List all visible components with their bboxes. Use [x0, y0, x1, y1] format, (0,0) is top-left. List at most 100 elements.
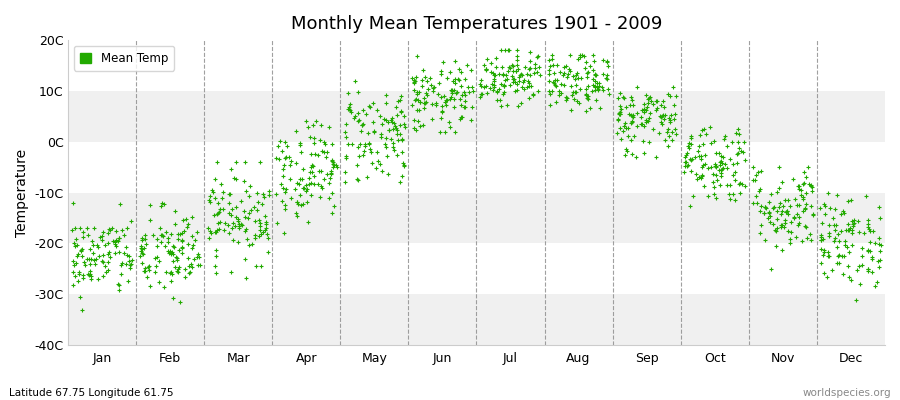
Point: [770, 216, 785, 222]
Point: [369, 165, 383, 172]
Point: [306, 122, 320, 128]
Point: [454, 114, 468, 120]
Point: [419, 92, 434, 98]
Point: [610, 116, 625, 123]
Point: [626, 102, 641, 108]
Point: [795, 238, 809, 244]
Point: [720, 164, 734, 171]
Point: [821, 252, 835, 259]
Point: [706, 138, 721, 144]
Point: [163, 270, 177, 276]
Point: [426, 84, 440, 91]
Point: [138, 236, 152, 242]
Point: [459, 61, 473, 68]
Point: [796, 181, 810, 188]
Point: [828, 235, 842, 242]
Point: [350, 162, 365, 168]
Point: [371, 158, 385, 164]
Bar: [68, 294, 885, 345]
Point: [480, 90, 494, 96]
Point: [684, 141, 698, 147]
Point: [497, 82, 511, 88]
Point: [161, 239, 176, 245]
Point: [241, 242, 256, 249]
Point: [234, 197, 248, 204]
Point: [715, 166, 729, 172]
Point: [358, 141, 373, 148]
Point: [426, 88, 440, 94]
Point: [370, 107, 384, 114]
Point: [861, 247, 876, 254]
Point: [530, 69, 544, 76]
Point: [84, 272, 98, 279]
Point: [157, 201, 171, 208]
Point: [695, 126, 709, 133]
Point: [630, 123, 644, 129]
Point: [871, 258, 886, 265]
Point: [589, 72, 603, 78]
Point: [708, 150, 723, 157]
Point: [312, 194, 327, 200]
Point: [155, 232, 169, 238]
Point: [398, 124, 412, 130]
Point: [309, 118, 323, 125]
Point: [775, 246, 789, 253]
Point: [438, 99, 453, 105]
Point: [732, 130, 746, 137]
Point: [258, 212, 273, 219]
Point: [186, 255, 201, 262]
Point: [134, 250, 148, 256]
Point: [837, 210, 851, 216]
Point: [733, 180, 747, 186]
Point: [732, 144, 746, 151]
Point: [616, 128, 630, 134]
Point: [572, 100, 587, 107]
Point: [580, 70, 594, 76]
Point: [567, 96, 581, 102]
Point: [208, 195, 222, 201]
Point: [708, 163, 723, 170]
Point: [804, 182, 818, 188]
Point: [352, 117, 366, 123]
Point: [413, 99, 428, 105]
Point: [706, 179, 720, 185]
Point: [351, 177, 365, 183]
Point: [566, 73, 580, 80]
Point: [386, 140, 400, 146]
Point: [457, 104, 472, 110]
Point: [392, 122, 407, 129]
Point: [746, 200, 760, 206]
Point: [71, 251, 86, 258]
Point: [754, 203, 769, 210]
Point: [454, 82, 468, 89]
Point: [261, 234, 275, 241]
Point: [234, 221, 248, 227]
Point: [151, 279, 166, 285]
Point: [393, 97, 408, 104]
Point: [415, 82, 429, 89]
Point: [834, 210, 849, 217]
Point: [691, 153, 706, 160]
Point: [210, 210, 224, 217]
Point: [252, 233, 266, 239]
Point: [792, 186, 806, 192]
Point: [284, 158, 298, 165]
Point: [159, 269, 174, 276]
Point: [542, 78, 556, 84]
Point: [149, 254, 164, 260]
Point: [796, 169, 811, 175]
Point: [374, 134, 389, 140]
Point: [476, 84, 491, 90]
Point: [143, 282, 157, 289]
Point: [690, 148, 705, 154]
Point: [164, 251, 178, 257]
Point: [778, 217, 793, 224]
Point: [838, 242, 852, 248]
Point: [660, 129, 674, 135]
Point: [617, 123, 632, 130]
Point: [165, 271, 179, 277]
Point: [365, 119, 380, 126]
Point: [612, 110, 626, 116]
Point: [619, 146, 634, 152]
Point: [179, 224, 194, 230]
